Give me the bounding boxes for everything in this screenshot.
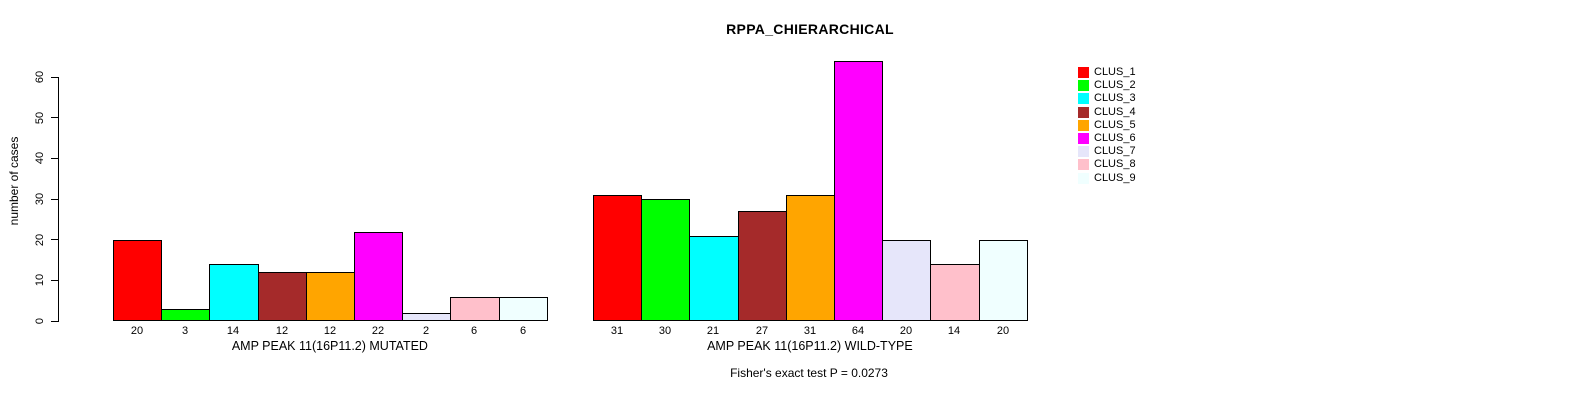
legend-item: CLUS_1 xyxy=(1078,66,1136,79)
y-tick-label: 10 xyxy=(34,274,46,287)
bar-value-label: 31 xyxy=(610,325,624,337)
bar-value-label: 6 xyxy=(470,325,478,337)
y-tick xyxy=(51,76,58,78)
legend-label: CLUS_2 xyxy=(1094,79,1136,92)
y-tick xyxy=(51,239,58,241)
legend-label: CLUS_1 xyxy=(1094,66,1136,79)
bar xyxy=(499,297,548,321)
bar xyxy=(354,232,403,321)
y-tick-label: 20 xyxy=(34,233,46,246)
y-tick-label: 0 xyxy=(34,317,46,325)
y-tick-label: 50 xyxy=(34,111,46,124)
legend-swatch xyxy=(1078,172,1089,184)
bar-value-label: 3 xyxy=(181,325,189,337)
bar xyxy=(306,272,355,321)
legend-swatch xyxy=(1078,146,1089,158)
bar-value-label: 64 xyxy=(851,325,865,337)
bar xyxy=(834,61,883,321)
bar xyxy=(402,313,451,321)
y-tick-label: 30 xyxy=(34,192,46,206)
legend-item: CLUS_8 xyxy=(1078,158,1136,171)
legend-item: CLUS_6 xyxy=(1078,132,1136,145)
bar-value-label: 22 xyxy=(371,325,385,337)
group-axis-label: AMP PEAK 11(16P11.2) WILD-TYPE xyxy=(707,339,913,353)
bar-value-label: 6 xyxy=(519,325,527,337)
legend-label: CLUS_8 xyxy=(1094,158,1136,171)
legend-item: CLUS_7 xyxy=(1078,145,1136,158)
bar xyxy=(979,240,1028,321)
y-tick xyxy=(51,198,58,200)
y-tick xyxy=(51,279,58,281)
bar-value-label: 31 xyxy=(803,325,817,337)
y-tick xyxy=(51,117,58,119)
bar xyxy=(113,240,162,321)
bar xyxy=(689,236,739,321)
bar-value-label: 14 xyxy=(947,325,961,337)
y-tick-label: 40 xyxy=(34,152,46,165)
bar-value-label: 20 xyxy=(130,325,144,337)
legend-swatch xyxy=(1078,159,1089,171)
y-axis xyxy=(58,77,59,322)
y-tick xyxy=(51,157,58,159)
legend-swatch xyxy=(1078,93,1089,105)
y-axis-label: number of cases xyxy=(7,136,21,226)
bar-value-label: 12 xyxy=(275,325,289,337)
group-axis-label: AMP PEAK 11(16P11.2) MUTATED xyxy=(231,339,428,353)
legend-item: CLUS_3 xyxy=(1078,92,1136,105)
bar-value-label: 21 xyxy=(706,325,720,337)
legend-label: CLUS_9 xyxy=(1094,171,1136,184)
bar xyxy=(930,264,980,321)
bar xyxy=(786,195,835,321)
bar-value-label: 14 xyxy=(226,325,240,337)
legend-swatch xyxy=(1078,119,1089,131)
bar xyxy=(161,309,210,321)
bar-value-label: 27 xyxy=(755,325,769,337)
bar-value-label: 30 xyxy=(658,325,672,337)
bar xyxy=(882,240,931,321)
legend-label: CLUS_4 xyxy=(1094,105,1136,118)
legend-swatch xyxy=(1078,133,1089,145)
bar xyxy=(450,297,500,321)
legend-label: CLUS_6 xyxy=(1094,132,1136,145)
legend-label: CLUS_7 xyxy=(1094,145,1136,158)
legend-item: CLUS_5 xyxy=(1078,119,1136,132)
bar xyxy=(209,264,259,321)
annotation-text: Fisher's exact test P = 0.0273 xyxy=(730,366,888,380)
bar xyxy=(258,272,307,321)
y-tick xyxy=(51,320,58,322)
chart-title: RPPA_CHIERARCHICAL xyxy=(726,21,894,37)
bar-value-label: 2 xyxy=(422,325,430,337)
legend-item: CLUS_9 xyxy=(1078,172,1136,185)
bar xyxy=(738,211,787,321)
legend-label: CLUS_5 xyxy=(1094,118,1136,131)
legend-label: CLUS_3 xyxy=(1094,92,1136,105)
bar xyxy=(641,199,690,321)
legend-swatch xyxy=(1078,80,1089,92)
bar-value-label: 12 xyxy=(323,325,337,337)
legend-item: CLUS_4 xyxy=(1078,106,1136,119)
legend-swatch xyxy=(1078,106,1089,118)
bar-value-label: 20 xyxy=(996,325,1010,337)
bar xyxy=(593,195,642,321)
legend: CLUS_1 CLUS_2 CLUS_3 CLUS_4 CLUS_5 CLUS_6 CLUS… xyxy=(1078,66,1136,185)
legend-item: CLUS_2 xyxy=(1078,79,1136,92)
bar-value-label: 20 xyxy=(899,325,913,337)
legend-swatch xyxy=(1078,67,1089,79)
y-tick-label: 60 xyxy=(34,70,46,84)
